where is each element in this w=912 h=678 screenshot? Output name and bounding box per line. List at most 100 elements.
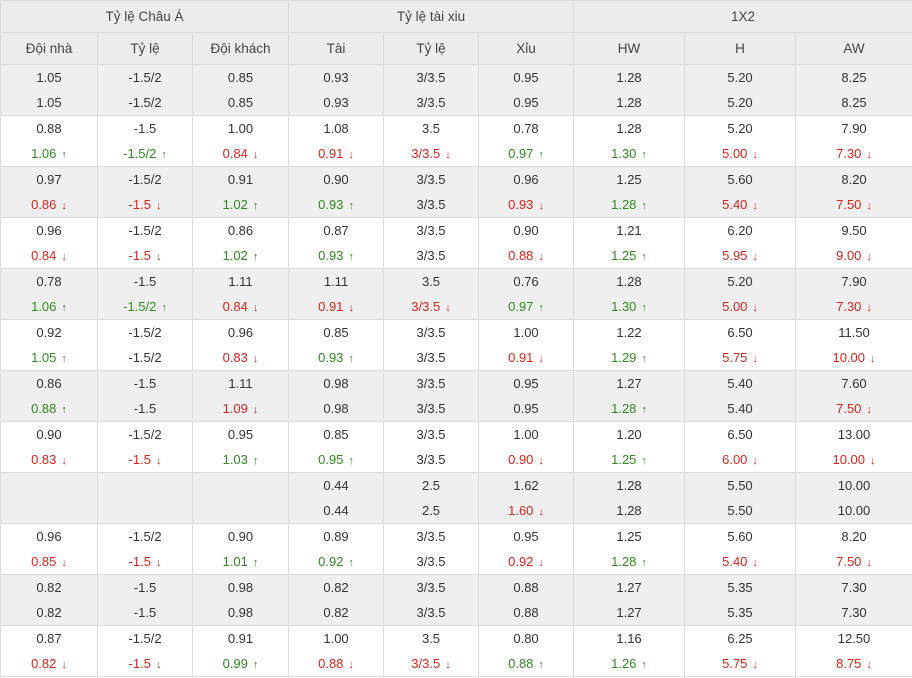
odds-cell-handicap[interactable]: -1.5/2-1.5↓ [98,524,193,575]
odds-cell-handicap[interactable]: -1.5/2-1.5↓ [98,167,193,218]
odds-cell-handicap[interactable]: -1.5/2-1.5/2 [98,65,193,116]
odds-cell-handicap[interactable]: -1.5/2-1.5↓ [98,218,193,269]
odds-cell-handicap[interactable]: -1.5-1.5 [98,575,193,626]
odds-cell-handicap[interactable]: -1.5/2-1.5/2 [98,320,193,371]
odds-cell-handicap[interactable]: -1.5/2-1.5↓ [98,626,193,677]
odds-cell-handicap[interactable]: -1.5-1.5/2↑ [98,116,193,167]
odds-cell-handicap[interactable] [98,473,193,524]
odds-cell-home[interactable] [1,473,98,524]
odds-cell-away[interactable] [193,473,289,524]
odds-cell-handicap[interactable]: -1.5-1.5 [98,371,193,422]
odds-cell-handicap[interactable]: -1.5-1.5/2↑ [98,269,193,320]
odds-cell-handicap[interactable]: -1.5/2-1.5↓ [98,422,193,473]
